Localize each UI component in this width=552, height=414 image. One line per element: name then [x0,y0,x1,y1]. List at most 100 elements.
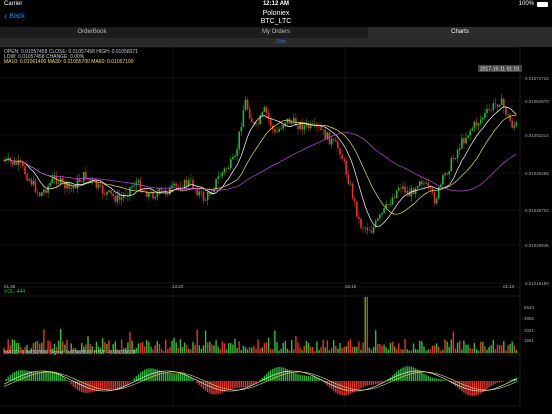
candle-body [511,120,513,128]
volume-bar [276,342,278,353]
volume-bar [383,344,385,353]
candle-body [209,191,211,195]
volume-bar [450,339,452,353]
macd-bar [202,381,205,390]
macd-bar [64,378,66,381]
candle-body [251,118,253,123]
candle-body [85,172,87,180]
candle-body [83,172,85,182]
candle-body [108,190,110,193]
volume-bar [200,348,203,353]
macd-bar [454,381,457,386]
crosshair-date: 2017-10-11 01:10 [480,67,519,73]
macd-bar [78,381,81,392]
candle-body [32,180,35,185]
candle-body [381,213,383,215]
volume-bar [288,350,291,353]
candle-body [324,129,327,139]
volume-bar [70,343,72,353]
volume-bar [448,346,450,353]
info-line-2: LOW: 0.01057458 CHANGE: 0.00% [4,54,85,60]
volume-bar [381,345,383,353]
macd-bar [125,381,127,386]
volume-bar [186,344,188,353]
macd-bar [232,381,234,389]
volume-bar [328,350,331,353]
tab-charts[interactable]: Charts [368,27,552,38]
macd-bar [465,381,467,394]
price-tick: 0.01036702 [525,208,549,213]
volume-bar [173,337,175,353]
candle-body [454,158,457,159]
macd-bar [198,381,200,386]
candle-body [120,197,123,200]
volume-bar [421,341,423,353]
macd-bar [249,381,251,387]
candle-body [471,128,474,131]
volume-bar [127,342,129,353]
volume-bar [484,346,486,353]
volume-bar [91,346,93,353]
volume-bar [295,336,297,353]
candle-body [288,118,291,124]
macd-bar [244,381,247,388]
macd-bar [322,381,324,382]
candle-body [484,113,486,118]
back-button[interactable]: ‹ Back [4,12,25,22]
tab-orderbook[interactable]: OrderBook [77,29,107,35]
candle-body [366,227,369,231]
tab-my-orders[interactable]: My Orders [261,29,290,35]
time-tick: 13:20 [172,284,184,289]
volume-bar [213,345,215,353]
volume-bar [253,345,255,353]
volume-bar [7,339,9,353]
volume-bar [482,341,484,353]
volume-bar [85,344,87,353]
volume-bar [181,347,184,353]
candle-body [433,192,436,204]
volume-bar [72,348,74,353]
macd-bar [171,373,173,381]
candle-body [507,114,509,116]
candle-body [307,123,310,129]
candle-body [200,191,203,193]
volume-bar [99,347,102,353]
candle-body [486,108,488,114]
macd-bar [270,370,272,381]
moving-average-lines [3,106,517,227]
candle-body [261,111,264,116]
volume-bar [13,340,16,353]
volume-bar [366,297,368,353]
macd-bar [351,381,354,393]
chevron-left-icon: ‹ [4,11,8,22]
volume-bar [57,340,60,353]
period-selector[interactable]: 15m [0,38,552,47]
macd-bar [372,381,375,385]
candle-body [234,155,236,158]
volume-bar [442,349,444,353]
candle-body [64,181,66,189]
candle-body [353,198,356,202]
candle-body [114,195,117,202]
volume-bar [293,349,295,353]
volume-bar [503,341,505,353]
macd-bar [181,373,184,381]
volume-bar [221,341,224,353]
volume-bar [427,349,429,353]
macd-bar [110,381,112,390]
candle-body [106,192,108,195]
candle-body [30,179,33,185]
candle-body [68,182,70,189]
volume-bar [494,349,497,353]
candle-body [219,175,222,177]
volume-bar [486,349,488,353]
macd-bar [60,374,62,381]
volume-bar [234,338,236,353]
candle-body [125,194,127,196]
volume-bar [488,346,490,353]
volume-bar [22,349,24,353]
macd-bar [400,368,402,381]
macd-bar [404,366,406,381]
volume-bar [15,342,18,353]
